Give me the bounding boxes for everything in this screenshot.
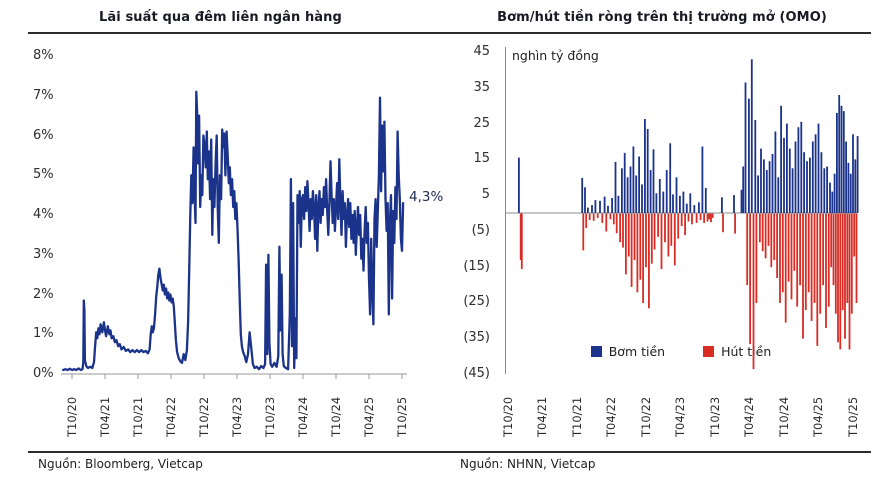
x-tick-label-right: T10/25: [845, 396, 860, 437]
y-tick-label-right: 15: [473, 151, 490, 167]
x-tick-label-right: T04/22: [604, 396, 618, 437]
legend-label-pump: Bơm tiền: [608, 344, 666, 359]
legend-label-withdraw: Hút tiền: [721, 344, 772, 359]
y-tick-label-right: 5: [481, 187, 490, 203]
legend-item-pump: Bơm tiền: [590, 344, 666, 359]
rate-line: [62, 90, 405, 372]
y-axis-unit-label: nghìn tỷ đồng: [512, 48, 599, 63]
x-tick-label-left: T04/23: [229, 396, 244, 437]
right-chart-title: Bơm/hút tiền ròng trên thị trường mở (OM…: [497, 10, 827, 25]
x-tick-label-left: T10/22: [196, 396, 211, 437]
pump-swatch-icon: [590, 346, 602, 357]
x-tick-label-right: T10/23: [707, 396, 722, 437]
x-tick-label-left: T04/21: [97, 396, 112, 437]
legend-item-withdraw: Hút tiền: [703, 344, 771, 359]
last-value-annotation: 4,3%: [409, 189, 444, 205]
x-tick-label-left: T10/20: [64, 396, 79, 437]
x-tick-label-left: T10/25: [394, 396, 409, 437]
withdraw-swatch-icon: [703, 346, 715, 357]
y-tick-label-right: (35): [463, 330, 490, 346]
rate-chart: [61, 373, 407, 379]
title-underline: [28, 32, 871, 34]
right-source: Nguồn: NHNN, Vietcap: [460, 457, 596, 471]
y-tick-label-right: (5): [471, 222, 490, 238]
x-tick-label-right: T10/24: [776, 396, 791, 437]
y-tick-label-left: 7%: [33, 87, 54, 103]
y-tick-label-left: 0%: [33, 366, 54, 381]
x-tick-label-right: T10/21: [569, 396, 584, 437]
y-tick-label-left: 3%: [33, 246, 54, 262]
x-tick-label-left: T10/23: [262, 396, 277, 437]
y-tick-label-left: 1%: [33, 326, 54, 342]
y-tick-label-left: 2%: [33, 286, 54, 302]
y-tick-label-left: 8%: [33, 48, 54, 63]
left-chart-title: Lãi suất qua đêm liên ngân hàng: [99, 10, 342, 25]
y-tick-label-right: 45: [473, 44, 490, 60]
y-tick-label-right: 25: [473, 115, 490, 131]
x-tick-label-left: T04/25: [361, 396, 376, 437]
x-tick-label-left: T10/24: [328, 396, 343, 437]
x-tick-label-right: T04/24: [742, 396, 756, 437]
x-tick-label-right: T04/23: [673, 396, 687, 437]
y-tick-label-left: 5%: [33, 167, 54, 183]
y-tick-label-left: 6%: [33, 127, 54, 143]
omo-legend: Bơm tiền Hút tiền: [505, 344, 857, 359]
x-tick-label-right: T10/22: [638, 396, 653, 437]
x-tick-label-right: T04/21: [535, 396, 549, 437]
omo-chart: [504, 47, 857, 374]
y-tick-label-right: (25): [463, 294, 490, 310]
footer-rule: [28, 451, 871, 453]
x-tick-label-left: T04/24: [295, 396, 310, 437]
x-tick-label-right: T04/25: [811, 396, 825, 437]
x-tick-label-left: T10/21: [130, 396, 145, 437]
y-tick-label-right: (45): [463, 365, 490, 381]
y-tick-label-left: 4%: [33, 207, 54, 222]
x-tick-label-right: T10/20: [500, 396, 515, 437]
y-tick-label-right: 35: [473, 79, 490, 95]
y-tick-label-right: (15): [463, 258, 490, 274]
omo-bars: [518, 59, 859, 370]
left-source: Nguồn: Bloomberg, Vietcap: [38, 457, 203, 471]
x-tick-label-left: T04/22: [163, 396, 178, 437]
